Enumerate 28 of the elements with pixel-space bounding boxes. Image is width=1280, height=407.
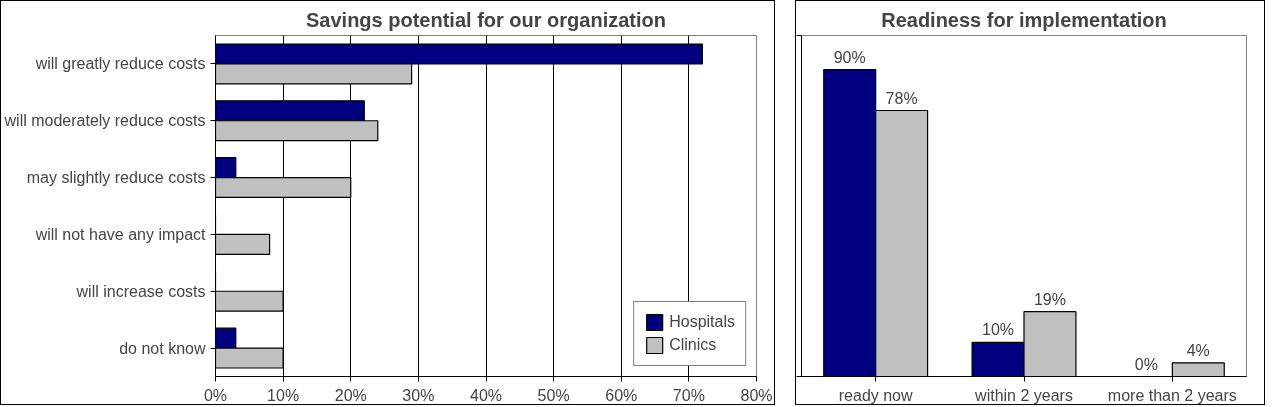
x-tick-label: 70% — [672, 386, 705, 404]
legend-label: Hospitals — [669, 313, 735, 331]
data-label: 90% — [833, 48, 866, 66]
data-label: 0% — [1134, 355, 1158, 373]
x-tick-label: ready now — [838, 386, 914, 404]
x-tick-label: 0% — [203, 386, 228, 404]
x-tick-label: 10% — [267, 386, 300, 404]
chart-title: Savings potential for our organization — [305, 8, 667, 31]
legend-label: Clinics — [669, 336, 717, 354]
x-tick-label: more than 2 years — [1107, 386, 1237, 404]
x-tick-label: within 2 years — [974, 386, 1073, 404]
y-tick-label: will moderately reduce costs — [3, 112, 206, 130]
data-label: 4% — [1186, 341, 1210, 359]
data-label: 78% — [885, 89, 918, 107]
chart-title: Readiness for implementation — [881, 8, 1167, 31]
data-label: 10% — [982, 321, 1015, 339]
y-tick-label: will increase costs — [75, 282, 206, 300]
x-tick-label: 40% — [469, 386, 503, 404]
x-tick-label: 80% — [740, 386, 773, 404]
data-label: 19% — [1033, 290, 1066, 308]
x-tick-label: 60% — [605, 386, 638, 404]
x-tick-label: 30% — [402, 386, 435, 404]
y-tick-label: may slightly reduce costs — [26, 169, 206, 187]
y-tick-label: will greatly reduce costs — [34, 55, 206, 73]
y-tick-label: do not know — [119, 339, 206, 357]
x-tick-label: 50% — [537, 386, 570, 404]
y-tick-label: will not have any impact — [34, 225, 207, 243]
x-tick-label: 20% — [334, 386, 367, 404]
